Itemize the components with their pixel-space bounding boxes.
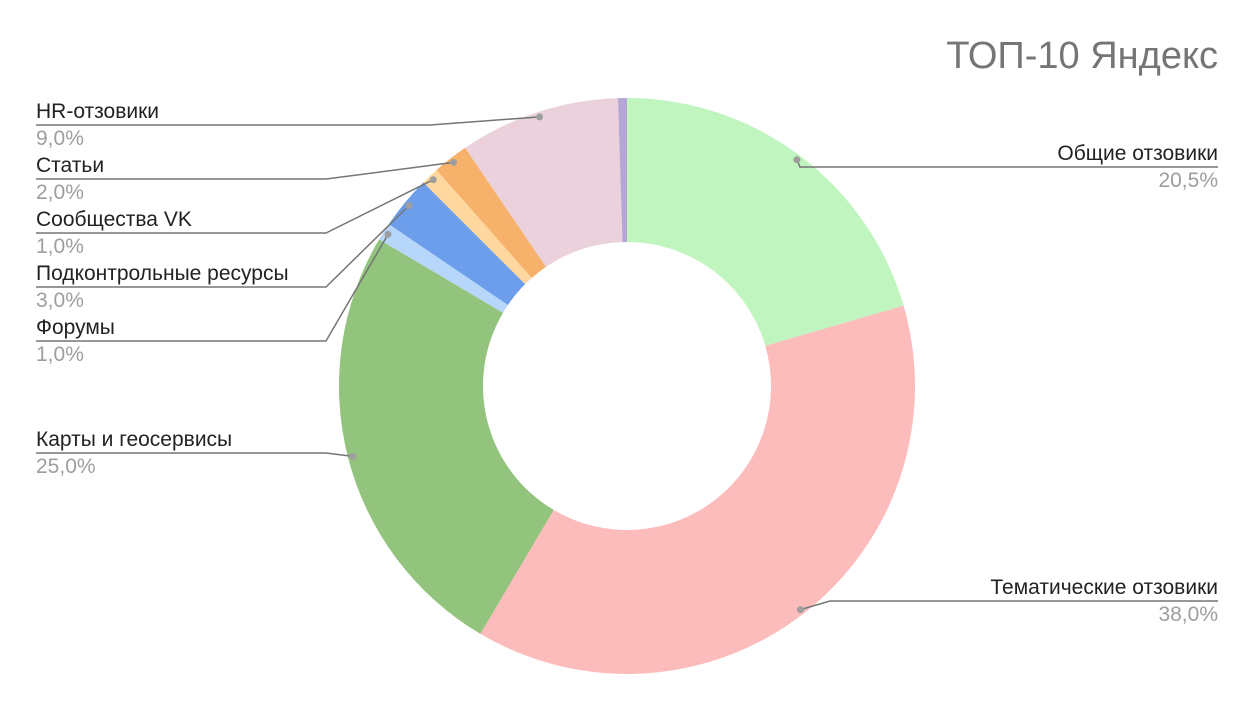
slice-label-hr-отзовики: HR-отзовики — [36, 100, 159, 123]
leader-line-подконтрольные-ресурсы — [36, 205, 410, 288]
leader-dot-подконтрольные-ресурсы — [405, 202, 413, 210]
leader-dot-общие-отзовики — [793, 156, 801, 164]
slice-hr-отзовики — [465, 98, 623, 267]
slice-value-hr-отзовики: 9,0% — [36, 127, 84, 150]
leader-line-карты-и-геосервисы — [36, 452, 353, 458]
slice-форумы — [379, 224, 508, 313]
leader-line-статьи — [36, 161, 454, 180]
slice-тематические-отзовики — [480, 305, 915, 674]
leader-lines — [36, 113, 1218, 614]
slice-value-тематические-отзовики: 38,0% — [1158, 603, 1218, 626]
leader-line-тематические-отзовики — [800, 600, 1218, 611]
leader-line-сообщества-vk — [36, 179, 434, 234]
slices — [338, 98, 915, 674]
leader-dot-сообщества-vk — [429, 176, 437, 184]
slice-label-карты-и-геосервисы: Карты и геосервисы — [36, 428, 232, 451]
slice-label-тематические-отзовики: Тематические отзовики — [990, 576, 1218, 599]
slice-labels: Общие отзовики 20,5% Тематические отзовики… — [36, 100, 1218, 626]
slice-label-общие-отзовики: Общие отзовики — [1057, 142, 1218, 165]
slice-value-общие-отзовики: 20,5% — [1158, 169, 1218, 192]
slice-label-сообщества-vk: Сообщества VK — [36, 208, 192, 231]
leader-dot-тематические-отзовики — [796, 606, 804, 614]
slice-карты-и-геосервисы — [338, 239, 554, 634]
slice-slice-8 — [617, 98, 627, 243]
slice-статьи — [436, 147, 547, 278]
slice-value-статьи: 2,0% — [36, 181, 84, 204]
slice-value-форумы: 1,0% — [36, 343, 84, 366]
slice-value-карты-и-геосервисы: 25,0% — [36, 455, 96, 478]
leader-dot-карты-и-геосервисы — [349, 452, 357, 460]
slice-label-подконтрольные-ресурсы: Подконтрольные ресурсы — [36, 262, 289, 285]
chart-title: ТОП-10 Яндекс — [946, 35, 1218, 77]
leader-dot-форумы — [384, 230, 392, 238]
slice-value-сообщества-vk: 1,0% — [36, 235, 84, 258]
leader-line-форумы — [36, 233, 389, 342]
slice-подконтрольные-ресурсы — [388, 182, 526, 306]
leader-dot-статьи — [450, 158, 458, 166]
slice-label-статьи: Статьи — [36, 154, 104, 177]
slice-value-подконтрольные-ресурсы: 3,0% — [36, 289, 84, 312]
slice-сообщества-vk — [423, 169, 532, 285]
slice-общие-отзовики — [627, 98, 904, 346]
leader-dot-hr-отзовики — [536, 113, 544, 121]
leader-line-hr-отзовики — [36, 116, 540, 126]
slice-label-форумы: Форумы — [36, 316, 115, 339]
